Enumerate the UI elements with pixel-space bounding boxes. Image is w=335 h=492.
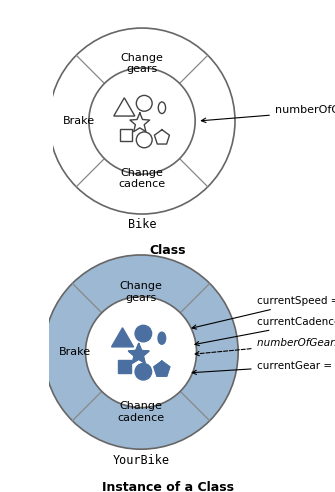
Ellipse shape: [158, 332, 165, 344]
Circle shape: [44, 255, 238, 449]
Circle shape: [89, 68, 195, 174]
Polygon shape: [112, 328, 134, 347]
Polygon shape: [128, 343, 149, 363]
Polygon shape: [154, 361, 170, 376]
Text: Change
cadence: Change cadence: [118, 401, 164, 423]
Circle shape: [135, 325, 152, 342]
Text: Instance of a Class: Instance of a Class: [102, 481, 233, 492]
Circle shape: [135, 364, 152, 380]
Circle shape: [49, 28, 235, 214]
Text: numberOfGears = 27: numberOfGears = 27: [195, 338, 335, 356]
Text: YourBike: YourBike: [113, 454, 170, 467]
Text: numberOfGears = 27: numberOfGears = 27: [201, 105, 335, 123]
Text: Change
cadence: Change cadence: [119, 168, 165, 189]
Text: Change
gears: Change gears: [120, 281, 162, 303]
Text: Brake: Brake: [59, 347, 91, 357]
Text: Brake: Brake: [63, 116, 95, 126]
Text: Bike: Bike: [128, 218, 156, 231]
Text: currentCadence = 90: currentCadence = 90: [195, 317, 335, 346]
FancyBboxPatch shape: [118, 360, 131, 373]
Text: Change
gears: Change gears: [121, 53, 163, 74]
Text: Class: Class: [149, 244, 186, 256]
Circle shape: [85, 297, 197, 407]
Text: currentGear = 2: currentGear = 2: [192, 361, 335, 374]
Text: currentSpeed = 18: currentSpeed = 18: [192, 296, 335, 329]
